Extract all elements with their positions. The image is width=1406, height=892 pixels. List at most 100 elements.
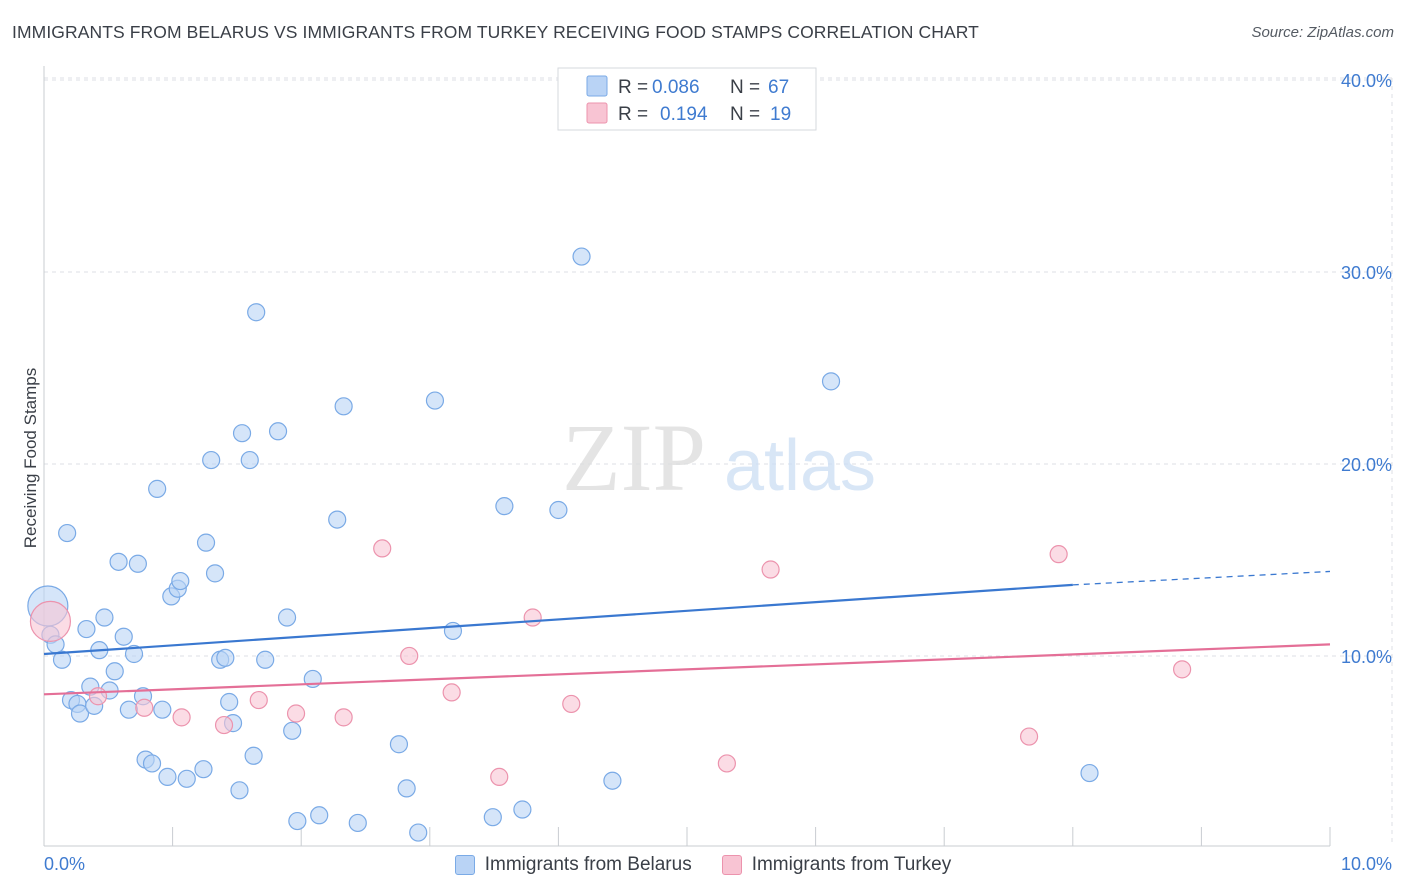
belarus-point xyxy=(244,746,263,765)
turkey-point xyxy=(562,694,581,714)
legend-n-value: 19 xyxy=(770,104,791,125)
belarus-point xyxy=(95,608,114,627)
series-belarus-points xyxy=(27,247,1099,842)
watermark-zip: ZIP xyxy=(562,404,706,511)
belarus-point xyxy=(240,450,259,470)
belarus-point xyxy=(288,811,307,831)
belarus-point xyxy=(216,648,235,667)
belarus-point xyxy=(268,422,288,441)
legend-top: R = 0.086 N = 67 R = 0.194 N = 19 xyxy=(557,67,817,131)
legend-r-value: 0.194 xyxy=(660,104,708,125)
belarus-point xyxy=(205,564,225,583)
belarus-point xyxy=(194,760,213,779)
source-label: Source: ZipAtlas.com xyxy=(1251,24,1394,41)
belarus-point xyxy=(171,571,190,591)
belarus-point xyxy=(177,769,196,788)
legend-bottom: Immigrants from Belarus Immigrants from … xyxy=(0,850,1406,880)
turkey-point xyxy=(249,690,268,710)
turkey-point xyxy=(761,560,780,579)
legend-r-value: 0.086 xyxy=(652,77,700,98)
belarus-point xyxy=(77,619,96,639)
y-tick-label: 10.0% xyxy=(1341,647,1392,667)
turkey-point xyxy=(1173,660,1192,679)
legend-label-turkey: Immigrants from Turkey xyxy=(751,854,952,875)
legend-swatch-turkey xyxy=(586,102,608,124)
turkey-point xyxy=(135,698,154,717)
belarus-trend-extension xyxy=(1072,570,1331,586)
turkey-point xyxy=(400,646,419,666)
turkey-point xyxy=(1019,727,1039,746)
belarus-point xyxy=(397,779,416,798)
belarus-point xyxy=(389,735,409,754)
legend-swatch-belarus xyxy=(454,855,475,875)
belarus-point xyxy=(124,644,144,664)
belarus-trend-line xyxy=(43,583,1073,656)
belarus-point xyxy=(70,704,90,723)
belarus-point xyxy=(348,813,367,833)
belarus-point xyxy=(549,500,568,520)
belarus-point xyxy=(202,450,221,470)
legend-r-label: R = xyxy=(618,104,648,125)
belarus-point xyxy=(483,808,502,827)
watermark: ZIP atlas xyxy=(562,404,876,511)
legend-label-belarus: Immigrants from Belarus xyxy=(484,854,692,875)
legend-item-belarus: Immigrants from Belarus xyxy=(454,854,692,876)
belarus-point xyxy=(443,621,463,641)
turkey-point xyxy=(88,687,108,706)
turkey-point xyxy=(172,708,191,727)
belarus-point xyxy=(572,247,591,266)
axes: 10.0% 20.0% 30.0% 40.0% 0.0% 10.0% xyxy=(43,66,1392,874)
watermark-atlas: atlas xyxy=(724,426,876,506)
turkey-point xyxy=(1049,545,1068,564)
belarus-point xyxy=(114,627,133,646)
belarus-point xyxy=(220,692,239,712)
legend-swatch-turkey xyxy=(721,855,742,875)
turkey-point xyxy=(286,704,306,723)
belarus-point xyxy=(425,391,445,410)
x-tick-label: 0.0% xyxy=(44,854,85,874)
grid-lines xyxy=(44,77,1393,846)
belarus-point xyxy=(128,554,147,573)
turkey-point xyxy=(373,539,392,558)
turkey-trend-line xyxy=(43,643,1331,696)
belarus-point xyxy=(230,781,249,800)
legend-n-label: N = xyxy=(730,104,760,125)
legend-item-turkey: Immigrants from Turkey xyxy=(721,854,952,876)
turkey-point xyxy=(214,715,234,735)
turkey-point xyxy=(717,754,736,773)
belarus-point xyxy=(1080,763,1099,783)
belarus-point xyxy=(58,523,77,543)
belarus-point xyxy=(283,721,302,740)
belarus-point xyxy=(109,552,128,571)
belarus-point xyxy=(334,397,353,416)
belarus-point xyxy=(52,650,72,669)
turkey-point xyxy=(523,608,542,627)
y-tick-label: 30.0% xyxy=(1341,263,1392,283)
belarus-point xyxy=(153,700,172,719)
turkey-point xyxy=(334,708,353,727)
legend-r-label: R = xyxy=(618,77,648,98)
belarus-point xyxy=(148,479,167,498)
belarus-point xyxy=(513,800,532,819)
chart-title: IMMIGRANTS FROM BELARUS VS IMMIGRANTS FR… xyxy=(12,22,979,42)
belarus-point xyxy=(277,608,297,627)
belarus-point xyxy=(310,806,329,825)
legend-n-value: 67 xyxy=(768,77,789,98)
belarus-point xyxy=(409,823,428,842)
x-tick-label: 10.0% xyxy=(1341,854,1392,874)
turkey-point xyxy=(29,600,72,642)
belarus-point xyxy=(328,510,347,529)
belarus-point xyxy=(232,424,252,443)
belarus-point xyxy=(821,372,841,391)
belarus-point xyxy=(247,303,266,322)
belarus-point xyxy=(603,771,622,790)
series-turkey-points xyxy=(29,539,1192,786)
turkey-point xyxy=(490,767,509,786)
legend-swatch-belarus xyxy=(586,75,608,97)
belarus-point xyxy=(256,650,275,669)
y-tick-label: 20.0% xyxy=(1341,455,1392,475)
y-tick-label: 40.0% xyxy=(1341,71,1392,91)
belarus-point xyxy=(196,533,216,552)
belarus-point xyxy=(105,662,124,681)
